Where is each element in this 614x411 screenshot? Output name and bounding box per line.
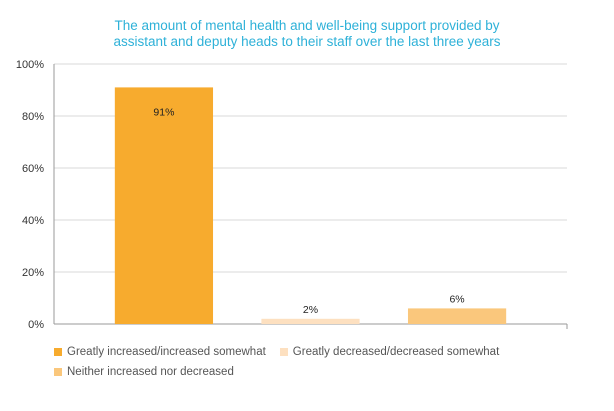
legend-row-2: Neither increased nor decreased bbox=[54, 362, 594, 382]
y-tick-label-0: 0% bbox=[28, 319, 44, 331]
data-label-1: 91% bbox=[153, 106, 174, 118]
bar-2 bbox=[261, 318, 360, 324]
bar-1 bbox=[114, 87, 214, 325]
y-tick-label-60: 60% bbox=[22, 163, 44, 175]
bar-3 bbox=[407, 308, 507, 324]
legend-item-neither: Neither increased nor decreased bbox=[54, 366, 234, 378]
legend-item-increased: Greatly increased/increased somewhat bbox=[54, 346, 266, 358]
y-tick-label-100: 100% bbox=[16, 59, 44, 71]
legend-swatch-decreased bbox=[279, 348, 288, 356]
legend-label-increased: Greatly increased/increased somewhat bbox=[67, 346, 266, 358]
legend-item-decreased: Greatly decreased/decreased somewhat bbox=[279, 346, 500, 358]
legend-swatch-increased bbox=[54, 348, 62, 356]
chart-legend: Greatly increased/increased somewhat Gre… bbox=[54, 342, 594, 382]
legend-swatch-neither bbox=[54, 368, 62, 376]
legend-label-neither: Neither increased nor decreased bbox=[67, 366, 234, 378]
y-tick-label-40: 40% bbox=[22, 215, 44, 227]
legend-label-decreased: Greatly decreased/decreased somewhat bbox=[292, 346, 500, 358]
chart-title: The amount of mental health and well-bei… bbox=[40, 18, 574, 50]
y-tick-label-80: 80% bbox=[22, 111, 44, 123]
chart-title-line-1: The amount of mental health and well-bei… bbox=[114, 18, 500, 33]
legend-row-1: Greatly increased/increased somewhat Gre… bbox=[54, 342, 594, 362]
data-label-2: 2% bbox=[303, 304, 318, 316]
y-tick-label-20: 20% bbox=[22, 267, 44, 279]
data-label-3: 6% bbox=[449, 293, 464, 305]
chart-title-line-2: assistant and deputy heads to their staf… bbox=[113, 34, 501, 49]
